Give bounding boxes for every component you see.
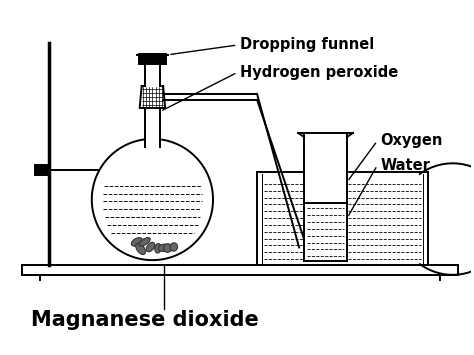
Ellipse shape xyxy=(136,243,146,255)
Text: Dropping funnel: Dropping funnel xyxy=(240,38,374,53)
Polygon shape xyxy=(92,139,213,260)
Ellipse shape xyxy=(170,243,178,251)
Text: Water: Water xyxy=(380,158,430,173)
Polygon shape xyxy=(257,172,428,265)
Text: Oxygen: Oxygen xyxy=(380,133,443,148)
Ellipse shape xyxy=(131,237,143,246)
FancyBboxPatch shape xyxy=(35,165,49,175)
Ellipse shape xyxy=(164,244,172,252)
Polygon shape xyxy=(304,133,347,261)
Polygon shape xyxy=(145,108,160,147)
Polygon shape xyxy=(145,62,160,86)
Ellipse shape xyxy=(146,242,155,252)
FancyBboxPatch shape xyxy=(139,54,166,64)
Text: Magnanese dioxide: Magnanese dioxide xyxy=(31,310,258,330)
Ellipse shape xyxy=(139,237,150,246)
Ellipse shape xyxy=(155,244,161,253)
Polygon shape xyxy=(140,86,165,108)
Text: Hydrogen peroxide: Hydrogen peroxide xyxy=(240,65,399,80)
Ellipse shape xyxy=(158,244,169,251)
Polygon shape xyxy=(22,265,457,275)
